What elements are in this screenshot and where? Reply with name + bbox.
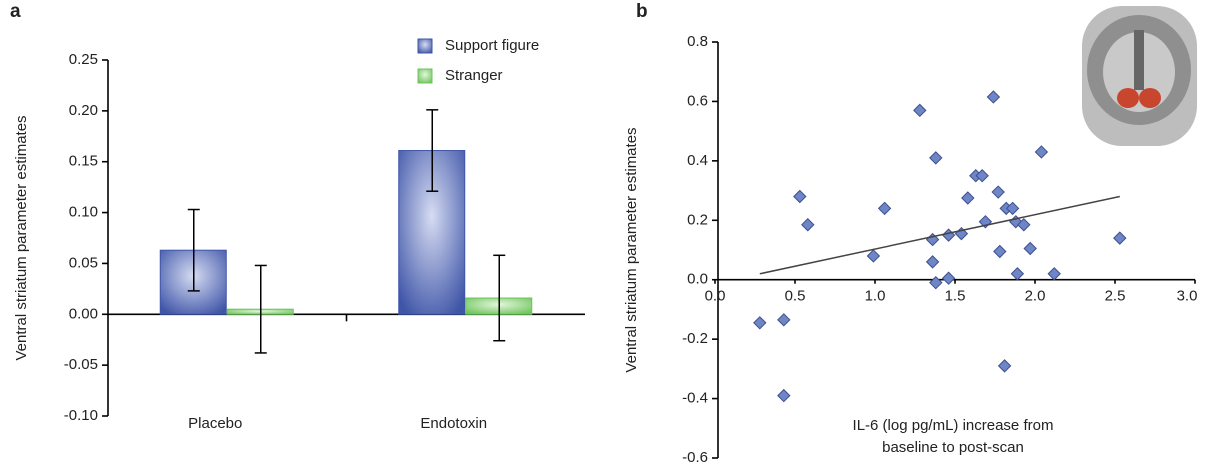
x-tick-label: 1.0 [865, 288, 886, 305]
point [1048, 268, 1060, 280]
point [1011, 268, 1023, 280]
y-tick-label: 0.0 [687, 271, 708, 288]
y-tick-label: 0.05 [69, 254, 98, 271]
y-tick-label: 0.00 [69, 305, 98, 322]
y-axis-label: Ventral striatum parameter estimates [623, 127, 640, 372]
x-axis-label: baseline to post-scan [882, 439, 1024, 456]
x-tick-label: Endotoxin [420, 415, 487, 432]
y-tick-label: -0.2 [682, 330, 708, 347]
y-tick-label: -0.10 [64, 407, 98, 424]
point [914, 104, 926, 116]
x-tick-label: 1.5 [945, 288, 966, 305]
point [794, 191, 806, 203]
x-tick-label: Placebo [188, 415, 242, 432]
y-tick-label: 0.8 [687, 33, 708, 50]
point [754, 317, 766, 329]
point [999, 360, 1011, 372]
point [930, 277, 942, 289]
point [943, 229, 955, 241]
point [1024, 243, 1036, 255]
figure: a Ventral striatum parameter estimates -0.… [0, 0, 1205, 463]
x-axis-label: IL-6 (log pg/mL) increase from [853, 417, 1054, 434]
fit-line [760, 197, 1120, 274]
y-tick-label: 0.4 [687, 152, 708, 169]
y-tick-label: 0.25 [69, 51, 98, 68]
point [943, 272, 955, 284]
point [992, 186, 1004, 198]
panel-label: b [636, 1, 648, 22]
point [867, 250, 879, 262]
point [1035, 146, 1047, 158]
point [879, 202, 891, 214]
y-tick-label: -0.6 [682, 449, 708, 463]
brain-inset [1082, 6, 1197, 146]
x-tick-label: 2.0 [1025, 288, 1046, 305]
y-tick-label: 0.15 [69, 153, 98, 170]
x-tick-label: 2.5 [1105, 288, 1126, 305]
panel-label: a [10, 1, 21, 22]
x-tick-label: 0.0 [705, 288, 726, 305]
y-tick-label: 0.10 [69, 204, 98, 221]
point [1114, 232, 1126, 244]
x-tick-label: 3.0 [1177, 288, 1198, 305]
point [778, 390, 790, 402]
y-tick-label: 0.6 [687, 92, 708, 109]
y-tick-label: 0.20 [69, 102, 98, 119]
legend-label: Support figure [445, 37, 539, 54]
point [778, 314, 790, 326]
point [927, 256, 939, 268]
point [987, 91, 999, 103]
legend-label: Stranger [445, 67, 503, 84]
legend-swatch [418, 39, 432, 53]
y-tick-label: -0.4 [682, 390, 708, 407]
point [962, 192, 974, 204]
point [994, 245, 1006, 257]
y-tick-label: -0.05 [64, 356, 98, 373]
y-tick-label: 0.2 [687, 211, 708, 228]
x-tick-label: 0.5 [785, 288, 806, 305]
point [930, 152, 942, 164]
y-axis-label: Ventral striatum parameter estimates [13, 115, 30, 360]
legend-swatch [418, 69, 432, 83]
point [802, 219, 814, 231]
